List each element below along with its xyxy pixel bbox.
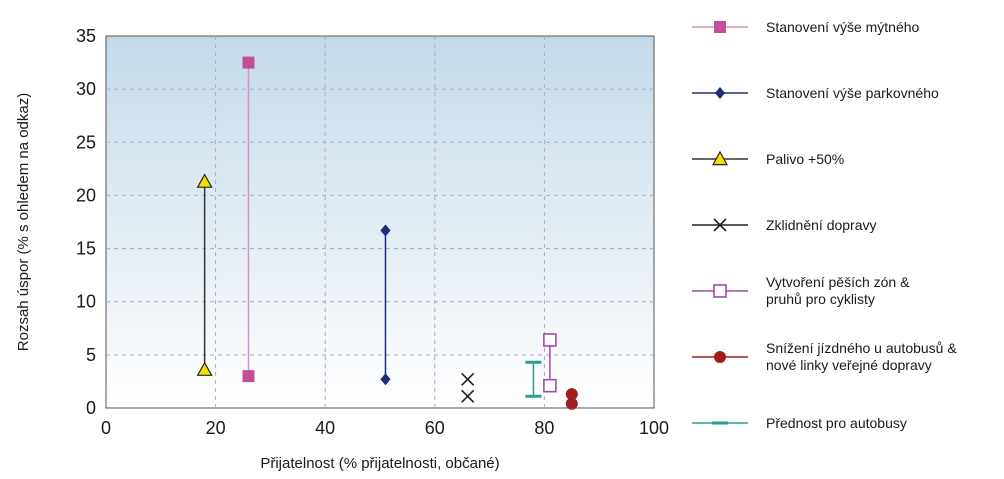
data-point	[242, 56, 255, 69]
legend-swatch-icon	[692, 421, 748, 425]
legend-item: Palivo +50%	[690, 143, 1004, 175]
x-tick-label: 40	[315, 418, 335, 438]
y-axis-title: Rozsah úspor (% s ohledem na odkaz)	[15, 93, 32, 351]
legend-item: Stanovení výše parkovného	[690, 77, 1004, 109]
series-5	[565, 388, 578, 410]
legend-swatch-icon	[692, 87, 748, 99]
y-tick-label: 30	[76, 79, 96, 99]
y-tick-label: 20	[76, 185, 96, 205]
legend-label: Stanovení výše mýtného	[766, 18, 920, 35]
series-6	[525, 360, 542, 398]
legend-swatch-icon	[692, 21, 748, 33]
data-point	[461, 389, 475, 403]
legend-swatch-icon	[692, 150, 748, 166]
legend-swatch-icon	[692, 351, 748, 363]
data-point	[196, 361, 213, 376]
data-point	[461, 372, 475, 386]
plot-area	[105, 35, 655, 409]
y-tick-label: 35	[76, 26, 96, 46]
y-tick-label: 5	[86, 345, 96, 365]
legend-label: Stanovení výše parkovného	[766, 84, 939, 101]
data-point	[380, 373, 391, 386]
legend-item: Vytvoření pěších zón & pruhů pro cyklisty	[690, 274, 1004, 307]
x-tick-label: 0	[101, 418, 111, 438]
legend-label: Přednost pro autobusy	[766, 414, 907, 431]
grid	[106, 36, 654, 408]
data-point	[543, 333, 557, 347]
legend-label: Palivo +50%	[766, 150, 845, 167]
series-4	[543, 333, 557, 393]
data-point	[380, 224, 391, 237]
data-point	[196, 173, 213, 188]
x-tick-label: 60	[425, 418, 445, 438]
series-layer	[196, 56, 578, 410]
x-tick-label: 80	[534, 418, 554, 438]
legend-swatch-icon	[692, 218, 748, 232]
series-0	[242, 56, 255, 383]
y-tick-label: 10	[76, 292, 96, 312]
legend-item: Stanovení výše mýtného	[690, 11, 1004, 43]
data-point	[242, 370, 255, 383]
data-point	[565, 397, 578, 410]
y-tick-label: 25	[76, 132, 96, 152]
legend-item: Snížení jízdného u autobusů & nové linky …	[690, 340, 1004, 373]
legend: Stanovení výše mýtného Stanovení výše par…	[690, 0, 1004, 479]
x-tick-label: 20	[206, 418, 226, 438]
y-tick-label: 15	[76, 239, 96, 259]
legend-item: Přednost pro autobusy	[690, 407, 1004, 439]
legend-label: Zklidnění dopravy	[766, 216, 877, 233]
series-2	[196, 173, 213, 376]
x-tick-label: 100	[639, 418, 669, 438]
x-axis-title: Přijatelnost (% přijatelnosti, občané)	[260, 455, 499, 472]
chart: 0 20 40 60 80 100 0 5 10 15 20 25 30 35 Přijatelnost …	[15, 26, 669, 472]
legend-label: Snížení jízdného u autobusů & nové linky …	[766, 340, 957, 373]
legend-label: Vytvoření pěších zón & pruhů pro cyklisty	[766, 274, 910, 307]
series-1	[380, 224, 391, 386]
legend-swatch-icon	[692, 284, 748, 298]
series-3	[461, 372, 475, 403]
data-point	[543, 378, 557, 393]
y-tick-label: 0	[86, 398, 96, 418]
tick-labels: 0 20 40 60 80 100 0 5 10 15 20 25 30 35	[76, 26, 669, 438]
legend-item: Zklidnění dopravy	[690, 209, 1004, 241]
data-point	[565, 388, 578, 401]
